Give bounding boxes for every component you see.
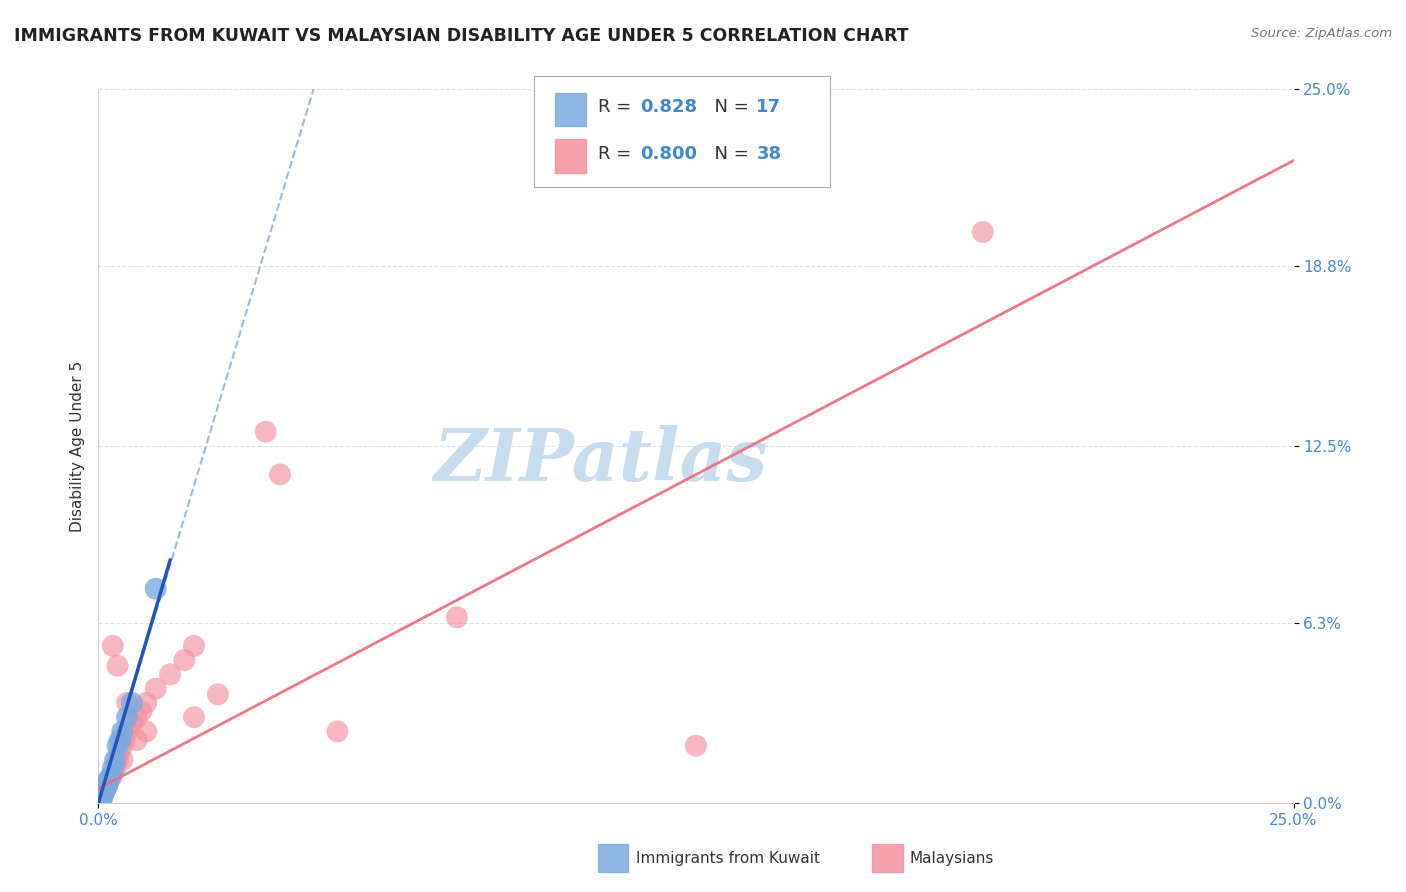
- Point: [111, 724, 134, 739]
- Point: [326, 724, 349, 739]
- Point: [91, 790, 114, 805]
- Text: Immigrants from Kuwait: Immigrants from Kuwait: [636, 851, 820, 865]
- Point: [107, 753, 129, 767]
- Point: [96, 779, 118, 793]
- Point: [115, 710, 138, 724]
- Point: [91, 790, 114, 805]
- Point: [131, 705, 153, 719]
- Point: [685, 739, 707, 753]
- Point: [107, 658, 129, 673]
- Point: [207, 687, 229, 701]
- Point: [145, 681, 167, 696]
- Point: [97, 776, 120, 790]
- Point: [145, 582, 167, 596]
- Point: [101, 762, 124, 776]
- Point: [90, 793, 112, 807]
- Point: [121, 696, 143, 710]
- Point: [121, 715, 143, 730]
- Point: [101, 639, 124, 653]
- Point: [108, 733, 131, 747]
- Text: 17: 17: [756, 98, 782, 116]
- Point: [97, 772, 120, 787]
- Point: [107, 739, 129, 753]
- Text: N =: N =: [703, 98, 755, 116]
- Point: [94, 781, 117, 796]
- Text: R =: R =: [598, 98, 637, 116]
- Point: [115, 724, 138, 739]
- Point: [91, 787, 114, 801]
- Point: [159, 667, 181, 681]
- Text: ZIPatlas: ZIPatlas: [433, 425, 768, 496]
- Point: [104, 762, 127, 776]
- Point: [111, 739, 134, 753]
- Point: [269, 467, 291, 482]
- Text: IMMIGRANTS FROM KUWAIT VS MALAYSIAN DISABILITY AGE UNDER 5 CORRELATION CHART: IMMIGRANTS FROM KUWAIT VS MALAYSIAN DISA…: [14, 27, 908, 45]
- Point: [135, 696, 157, 710]
- Point: [97, 772, 120, 787]
- Point: [101, 767, 124, 781]
- Y-axis label: Disability Age Under 5: Disability Age Under 5: [69, 360, 84, 532]
- Point: [135, 724, 157, 739]
- Text: Malaysians: Malaysians: [910, 851, 994, 865]
- Text: R =: R =: [598, 145, 637, 163]
- Point: [97, 776, 120, 790]
- Point: [972, 225, 994, 239]
- Text: Source: ZipAtlas.com: Source: ZipAtlas.com: [1251, 27, 1392, 40]
- Point: [114, 733, 136, 747]
- Point: [98, 770, 122, 784]
- Point: [125, 710, 148, 724]
- Point: [111, 753, 134, 767]
- Point: [94, 781, 117, 796]
- Point: [93, 784, 115, 798]
- Text: N =: N =: [703, 145, 755, 163]
- Point: [115, 696, 138, 710]
- Point: [98, 770, 122, 784]
- Text: 0.828: 0.828: [640, 98, 697, 116]
- Point: [90, 793, 112, 807]
- Point: [96, 779, 118, 793]
- Point: [93, 784, 115, 798]
- Point: [173, 653, 195, 667]
- Point: [183, 639, 205, 653]
- Point: [91, 787, 114, 801]
- Point: [125, 733, 148, 747]
- Point: [108, 744, 131, 758]
- Point: [446, 610, 468, 624]
- Point: [183, 710, 205, 724]
- Text: 0.800: 0.800: [640, 145, 697, 163]
- Point: [104, 753, 127, 767]
- Text: 38: 38: [756, 145, 782, 163]
- Point: [254, 425, 277, 439]
